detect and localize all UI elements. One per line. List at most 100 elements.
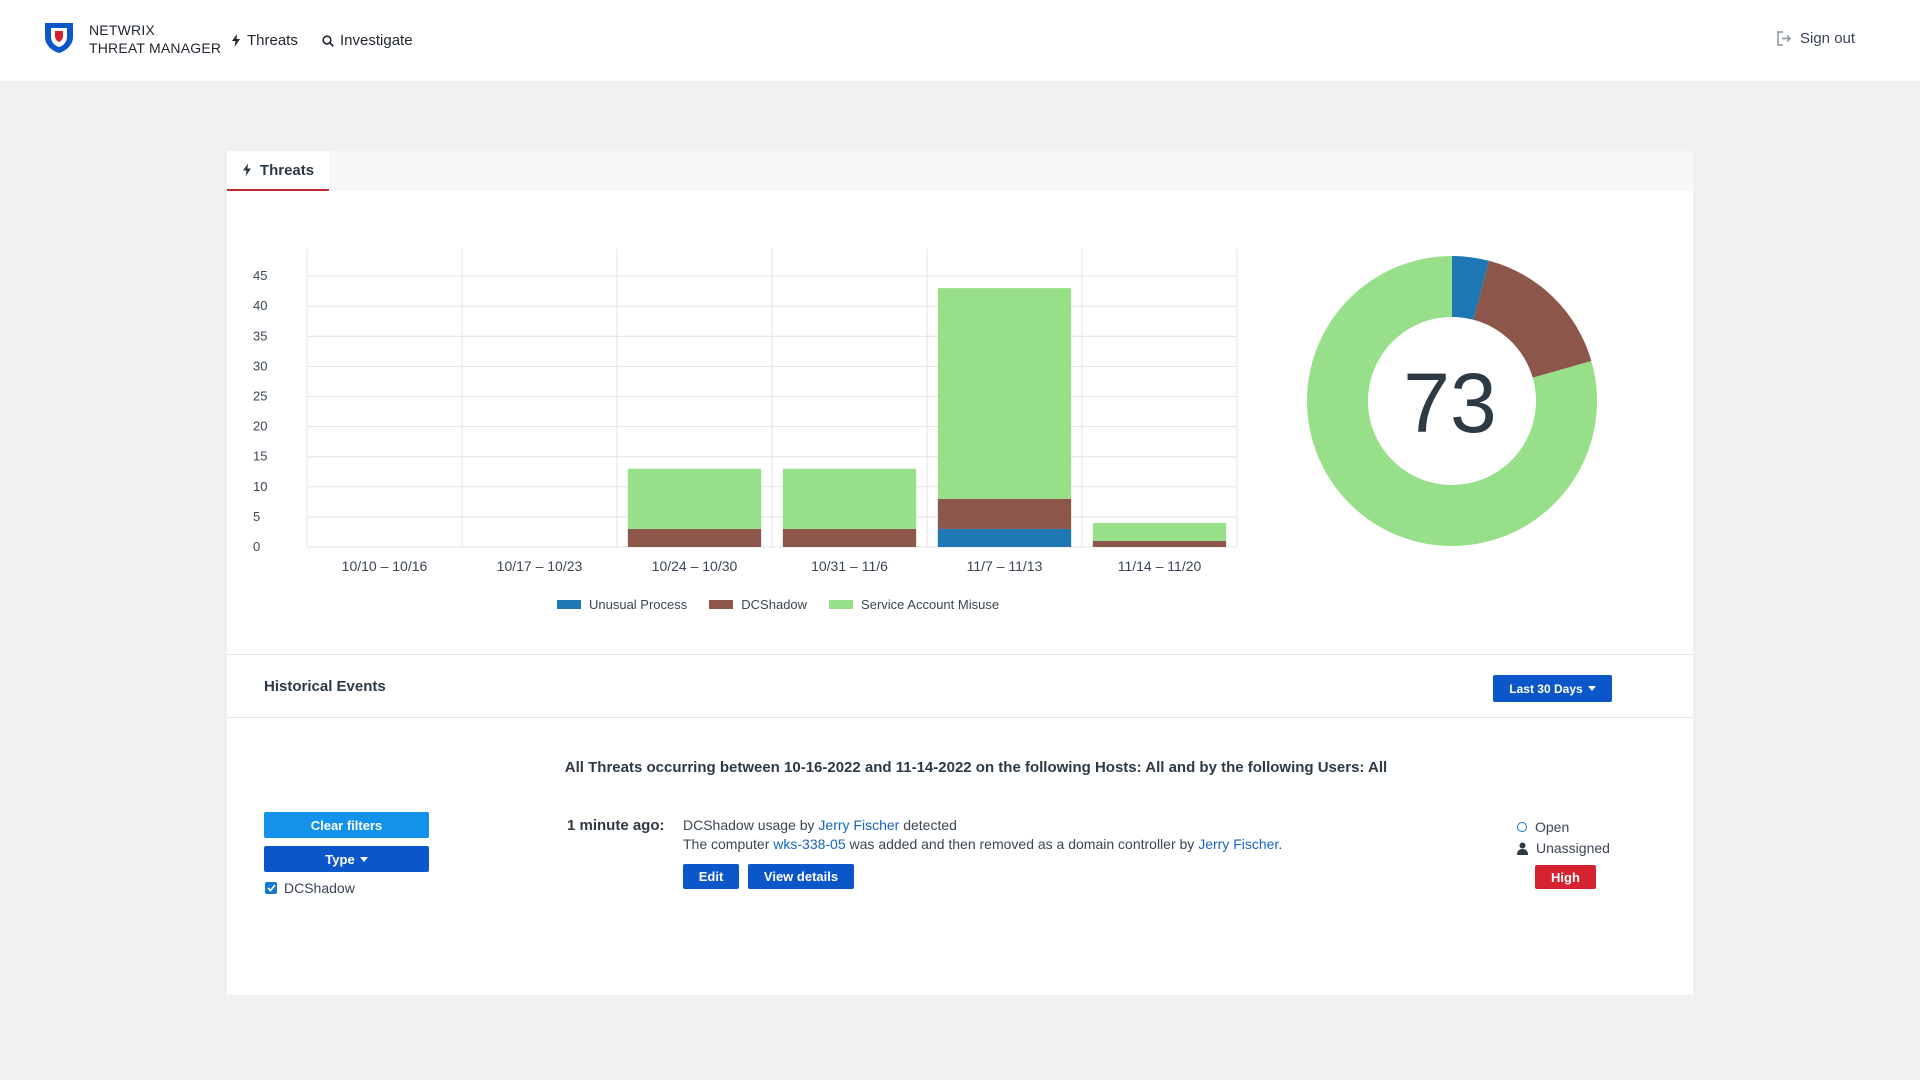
donut-slice[interactable] <box>1473 260 1592 378</box>
donut-slice[interactable] <box>1452 256 1490 320</box>
event-status[interactable]: Open <box>1517 819 1569 835</box>
filter-summary-text: All Threats occurring between 10-16-2022… <box>564 759 1388 776</box>
donut-slice[interactable] <box>1307 256 1597 546</box>
date-range-dropdown[interactable]: Last 30 Days <box>1493 675 1612 702</box>
event-assignee[interactable]: Unassigned <box>1517 840 1610 856</box>
legend-service-account-misuse[interactable]: Service Account Misuse <box>829 597 999 612</box>
threats-bar-chart: 0 5 10 15 20 25 30 35 40 45 10/10 – 10/16 10/17 – 1… <box>253 249 1238 571</box>
type-filter-dropdown[interactable]: Type <box>264 846 429 872</box>
y-tick-label: 5 <box>253 509 260 524</box>
bolt-icon <box>242 163 251 177</box>
caret-down-icon <box>359 856 368 862</box>
netwrix-logo[interactable] <box>42 20 76 54</box>
legend-unusual-process[interactable]: Unusual Process <box>557 597 687 612</box>
clear-filters-button[interactable]: Clear filters <box>264 812 429 838</box>
chart-legend: Unusual Process DCShadow Service Account… <box>557 597 999 612</box>
host-link[interactable]: wks-338-05 <box>773 836 846 852</box>
nav-threats[interactable]: Threats <box>231 32 298 49</box>
event-text: was added and then removed as a domain c… <box>845 836 1199 852</box>
legend-label: Service Account Misuse <box>861 597 1000 612</box>
nav-investigate[interactable]: Investigate <box>322 32 413 49</box>
threats-donut-chart <box>1307 256 1597 546</box>
x-tick-label: 11/7 – 11/13 <box>967 558 1043 571</box>
nav-threats-label: Threats <box>247 32 298 49</box>
y-tick-label: 25 <box>253 388 267 403</box>
section-divider <box>227 654 1693 655</box>
x-tick-label: 11/14 – 11/20 <box>1118 558 1202 571</box>
filter-option-dcshadow: DCShadow <box>265 880 355 896</box>
legend-label: Unusual Process <box>589 597 688 612</box>
y-tick-label: 20 <box>253 419 267 434</box>
brand-line2: THREAT MANAGER <box>89 40 222 56</box>
type-filter-label: Type <box>325 851 355 867</box>
x-tick-label: 10/10 – 10/16 <box>342 558 428 571</box>
bar-segment[interactable] <box>937 498 1072 529</box>
legend-dcshadow[interactable]: DCShadow <box>709 597 807 612</box>
x-tick-label: 10/24 – 10/30 <box>652 558 738 571</box>
signout-icon <box>1777 31 1792 46</box>
bolt-icon <box>232 34 240 47</box>
event-description: The computer wks-338-05 was added and th… <box>683 836 1282 852</box>
x-tick-label: 10/31 – 11/6 <box>811 558 888 571</box>
x-tick-label: 10/17 – 10/23 <box>497 558 583 571</box>
view-details-label: View details <box>763 869 839 884</box>
section-divider <box>227 717 1693 718</box>
date-range-label: Last 30 Days <box>1509 681 1583 696</box>
event-text: DCShadow usage by <box>683 817 819 833</box>
user-link[interactable]: Jerry Fischer <box>1198 836 1279 852</box>
signout-label: Sign out <box>1800 30 1856 47</box>
bar-segment[interactable] <box>782 528 917 547</box>
search-icon <box>322 34 334 47</box>
severity-label: High <box>1551 869 1580 885</box>
legend-swatch <box>709 600 734 609</box>
tab-threats[interactable]: Threats <box>227 151 329 191</box>
event-time: 1 minute ago: <box>567 817 665 834</box>
open-status-icon <box>1517 822 1527 832</box>
status-label: Open <box>1535 819 1570 835</box>
legend-swatch <box>829 600 854 609</box>
threats-card: Threats 0 5 10 15 20 25 30 35 40 45 10/10 – 10/16 1… <box>227 151 1693 995</box>
threat-total-count: 73 <box>1403 356 1497 450</box>
filter-option-label: DCShadow <box>284 880 355 896</box>
event-title: DCShadow usage by Jerry Fischer detected <box>683 817 957 833</box>
brand-line1: NETWRIX <box>89 22 155 38</box>
edit-label: Edit <box>698 869 724 884</box>
bar-segment[interactable] <box>782 468 917 529</box>
severity-badge: High <box>1535 865 1596 889</box>
y-tick-label: 15 <box>253 449 267 464</box>
bar-segment[interactable] <box>627 468 762 529</box>
bar-segment[interactable] <box>1092 522 1227 541</box>
event-text: The computer <box>683 836 774 852</box>
checkmark-icon <box>266 884 276 892</box>
bar-segment[interactable] <box>937 288 1072 499</box>
y-tick-label: 40 <box>253 298 267 313</box>
top-navigation-bar: NETWRIX THREAT MANAGER Threats Investiga… <box>0 0 1920 81</box>
y-tick-label: 35 <box>253 328 267 343</box>
y-tick-label: 30 <box>253 358 267 373</box>
y-tick-label: 0 <box>253 539 260 554</box>
nav-investigate-label: Investigate <box>340 32 413 49</box>
brand-name: NETWRIX THREAT MANAGER <box>89 21 221 57</box>
event-text: detected <box>899 817 957 833</box>
edit-button[interactable]: Edit <box>683 864 739 889</box>
event-text: . <box>1278 836 1283 852</box>
tab-threats-label: Threats <box>259 161 315 179</box>
view-details-button[interactable]: View details <box>748 864 854 889</box>
user-link[interactable]: Jerry Fischer <box>818 817 900 833</box>
legend-label: DCShadow <box>741 597 808 612</box>
historical-events-title: Historical Events <box>264 678 386 695</box>
assignee-label: Unassigned <box>1536 840 1610 856</box>
dcshadow-checkbox[interactable] <box>265 882 277 894</box>
filter-summary: All Threats occurring between 10-16-2022… <box>227 759 1693 776</box>
legend-swatch <box>557 600 581 609</box>
bar-segment[interactable] <box>937 528 1072 547</box>
signout-button[interactable]: Sign out <box>1776 30 1855 47</box>
clear-filters-label: Clear filters <box>310 817 383 833</box>
caret-down-icon <box>1587 686 1596 691</box>
y-tick-label: 10 <box>253 479 267 494</box>
tab-strip: Threats <box>227 151 1693 191</box>
y-tick-label: 45 <box>253 268 267 283</box>
bar-segment[interactable] <box>1092 540 1227 547</box>
user-icon <box>1517 842 1528 855</box>
bar-segment[interactable] <box>627 528 762 547</box>
